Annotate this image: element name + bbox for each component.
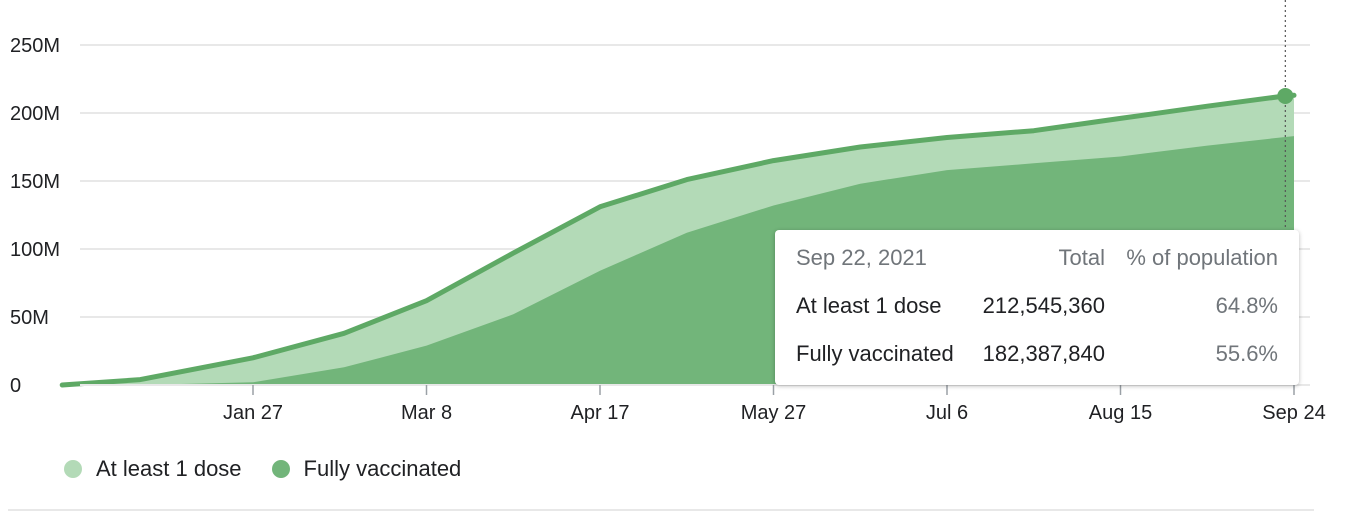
x-tick-label: Jul 6 [926,402,968,424]
y-tick-label: 0 [10,375,21,397]
hover-tooltip: Sep 22, 2021 Total % of population At le… [775,230,1299,385]
y-tick-label: 250M [10,35,60,57]
y-tick-label: 150M [10,171,60,193]
tooltip-row-pct: 55.6% [1215,341,1278,366]
x-tick-label: Mar 8 [401,402,452,424]
tooltip-row-total: 212,545,360 [982,293,1105,318]
x-tick-label: May 27 [741,402,807,424]
tooltip-col-total: Total [1058,245,1105,270]
legend-swatch [64,460,82,478]
tooltip-row-pct: 64.8% [1215,293,1278,318]
y-tick-label: 100M [10,239,60,261]
tooltip-row-label: Fully vaccinated [796,341,954,366]
legend-item-first-dose[interactable]: At least 1 dose [64,456,242,482]
hover-point-marker [1277,87,1294,104]
x-tick-label: Sep 24 [1262,402,1325,424]
tooltip-header: Sep 22, 2021 Total % of population [796,245,1278,275]
x-tick-label: Aug 15 [1089,402,1152,424]
y-tick-label: 50M [10,307,49,329]
chart-legend: At least 1 dose Fully vaccinated [64,456,461,482]
legend-label: At least 1 dose [96,456,242,481]
tooltip-date: Sep 22, 2021 [796,245,927,270]
series-line-first-dose [59,92,1297,388]
tooltip-col-pct: % of population [1126,245,1278,270]
tooltip-row-total: 182,387,840 [982,341,1105,366]
tooltip-row-label: At least 1 dose [796,293,942,318]
y-tick-label: 200M [10,103,60,125]
legend-swatch [271,460,290,478]
x-tick-label: Jan 27 [223,402,283,424]
legend-item-fully-vaccinated[interactable]: Fully vaccinated [271,456,462,482]
bottom-divider [8,509,1314,511]
x-tick-label: Apr 17 [571,402,630,424]
tooltip-row-first-dose: At least 1 dose 212,545,360 64.8% [796,293,1278,323]
tooltip-row-fully-vaccinated: Fully vaccinated 182,387,840 55.6% [796,341,1278,371]
legend-label: Fully vaccinated [303,456,462,481]
